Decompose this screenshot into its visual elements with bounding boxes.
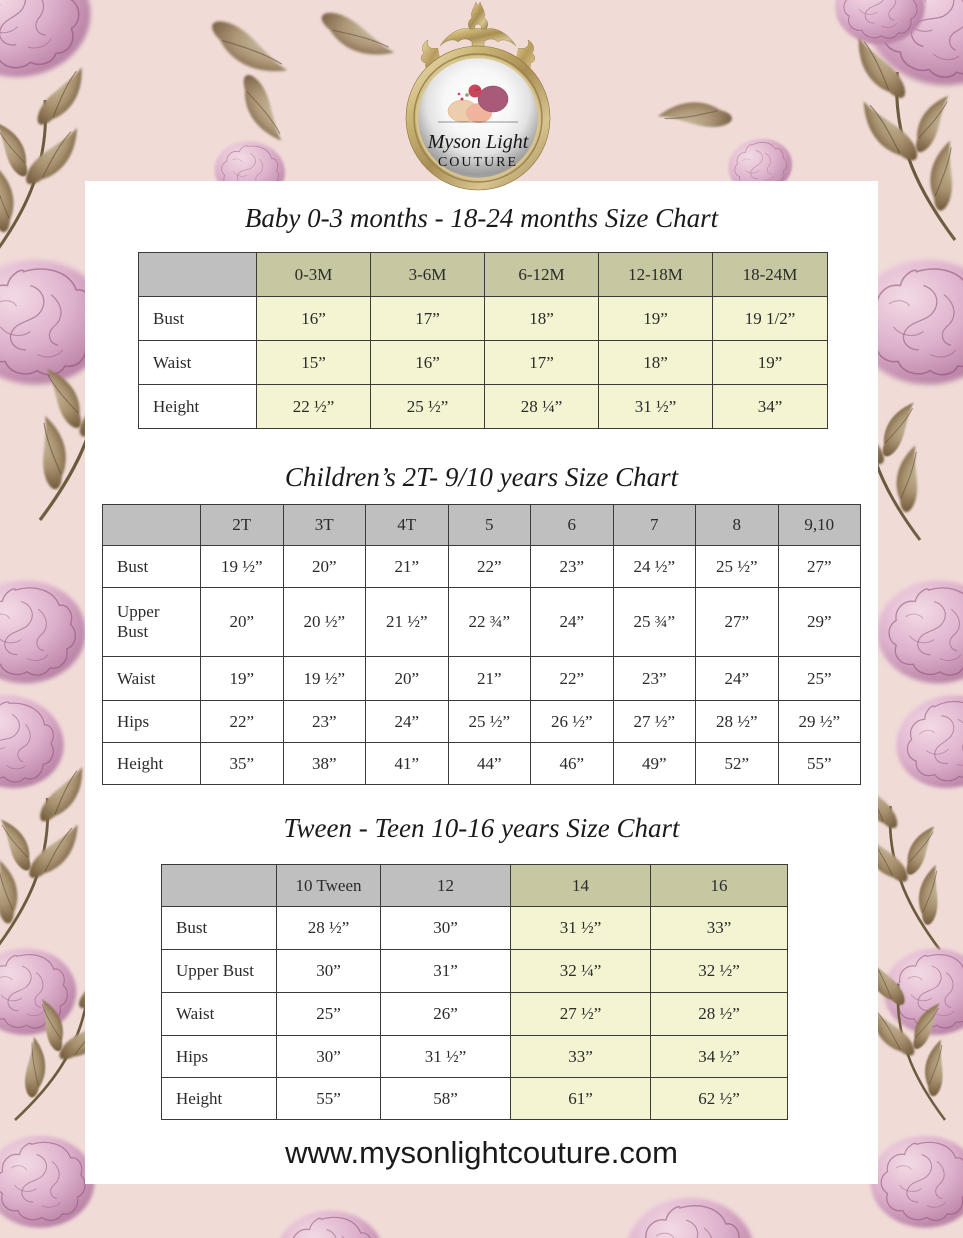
svg-text:COUTURE: COUTURE bbox=[438, 155, 518, 170]
svg-text:Myson Light: Myson Light bbox=[427, 131, 529, 153]
